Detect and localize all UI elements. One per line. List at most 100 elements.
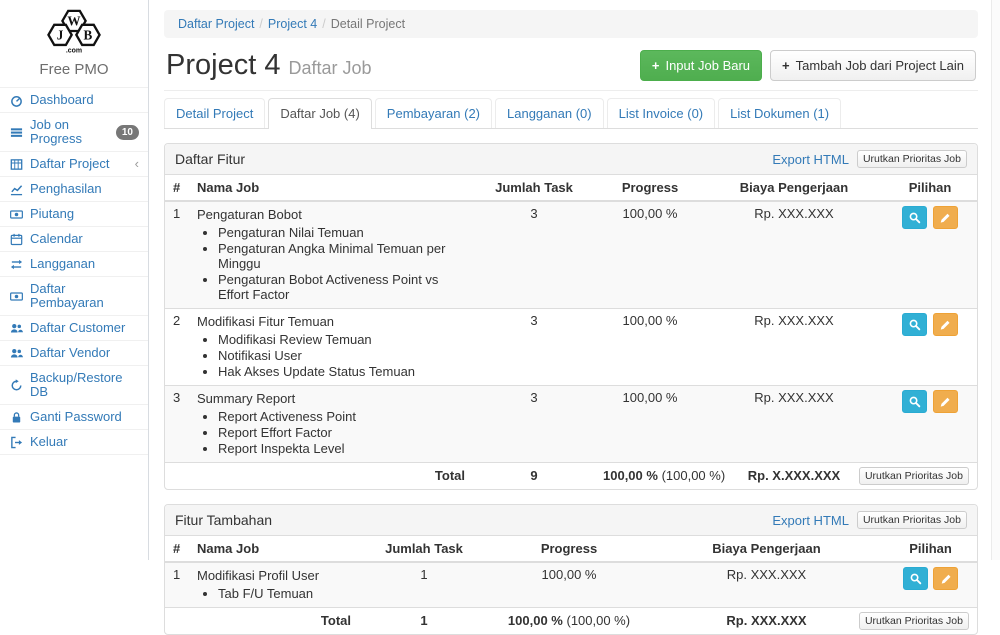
sidebar-item-job-on-progress[interactable]: Job on Progress 10 xyxy=(0,113,148,152)
export-html-link[interactable]: Export HTML xyxy=(772,151,849,167)
total-progress: 100,00 % (100,00 %) xyxy=(489,607,649,634)
sidebar-item-dashboard[interactable]: Dashboard xyxy=(0,88,148,113)
total-cost: Rp. XXX.XXX xyxy=(649,607,884,634)
progress-value: 100,00 % xyxy=(595,308,705,386)
export-html-link[interactable]: Export HTML xyxy=(772,512,849,528)
panel-title: Daftar Fitur xyxy=(175,151,246,167)
breadcrumb: Daftar Project / Project 4 / Detail Project xyxy=(164,10,978,38)
col-nama-job: Nama Job xyxy=(189,536,359,563)
pencil-icon xyxy=(941,320,950,330)
job-name: Modifikasi Fitur Temuan xyxy=(197,314,335,329)
table-header-row: # Nama Job Jumlah Task Progress Biaya Pe… xyxy=(165,536,977,563)
breadcrumb-current: Detail Project xyxy=(330,17,406,31)
cost-value: Rp. XXX.XXX xyxy=(705,200,883,309)
col-pilihan: Pilihan xyxy=(884,536,977,563)
progress-count-badge: 10 xyxy=(115,124,139,140)
total-tasks: 9 xyxy=(473,462,595,489)
panel-daftar-fitur: Daftar Fitur Export HTML Urutkan Priorit… xyxy=(164,143,978,490)
sidebar-item-piutang[interactable]: Piutang xyxy=(0,202,148,227)
job-name: Modifikasi Profil User xyxy=(197,568,320,583)
table-total-row: Total 1 100,00 % (100,00 %) Rp. XXX.XXX … xyxy=(165,607,977,634)
input-job-baru-button[interactable]: + Input Job Baru xyxy=(639,49,763,81)
progress-value: 100,00 % xyxy=(595,385,705,463)
money-icon xyxy=(9,208,24,221)
total-tasks: 1 xyxy=(359,607,489,634)
urutkan-prioritas-job-button[interactable]: Urutkan Prioritas Job xyxy=(856,511,967,529)
tab-detail-project[interactable]: Detail Project xyxy=(164,98,266,128)
daftar-fitur-table: # Nama Job Jumlah Task Progress Biaya Pe… xyxy=(165,175,977,489)
sidebar-item-daftar-customer[interactable]: Daftar Customer xyxy=(0,316,148,341)
svg-text:B: B xyxy=(84,28,93,43)
sidebar-item-keluar[interactable]: Keluar xyxy=(0,430,148,455)
search-icon xyxy=(909,396,921,408)
pencil-icon xyxy=(941,574,951,584)
sidebar-item-daftar-pembayaran[interactable]: Daftar Pembayaran xyxy=(0,277,148,316)
line-chart-icon xyxy=(9,183,24,196)
svg-text:J: J xyxy=(57,28,64,43)
progress-value: 100,00 % xyxy=(595,200,705,309)
sidebar-item-daftar-vendor[interactable]: Daftar Vendor xyxy=(0,341,148,366)
edit-job-button[interactable] xyxy=(932,206,958,229)
table-row: 1 Pengaturan Bobot Pengaturan Nilai Temu… xyxy=(165,200,977,309)
subtask-item: Pengaturan Bobot Activeness Point vs Eff… xyxy=(218,272,465,302)
sidebar-item-label: Daftar Customer xyxy=(30,320,126,335)
app-logo[interactable]: W J B .com xyxy=(0,0,148,58)
row-number: 3 xyxy=(165,385,189,463)
row-number: 1 xyxy=(165,561,189,608)
col-progress: Progress xyxy=(489,536,649,563)
sidebar-item-daftar-project[interactable]: Daftar Project ‹ xyxy=(0,152,148,177)
page-scrollbar[interactable] xyxy=(991,0,1000,560)
task-count: 3 xyxy=(473,308,595,386)
view-job-button[interactable] xyxy=(902,313,928,336)
urutkan-prioritas-job-button[interactable]: Urutkan Prioritas Job xyxy=(858,467,969,485)
sidebar-item-langganan[interactable]: Langganan xyxy=(0,252,148,277)
col-jumlah-task: Jumlah Task xyxy=(473,175,595,202)
lock-icon xyxy=(9,411,24,424)
subtask-list: Modifikasi Review Temuan Notifikasi User… xyxy=(197,332,465,379)
job-name: Summary Report xyxy=(197,391,296,406)
tab-bar: Detail Project Daftar Job (4) Pembayaran… xyxy=(164,98,978,129)
sidebar-item-backup-restore-db[interactable]: Backup/Restore DB xyxy=(0,366,148,405)
edit-job-button[interactable] xyxy=(932,313,958,336)
view-job-button[interactable] xyxy=(902,206,928,229)
chevron-left-icon: ‹ xyxy=(134,156,139,171)
tab-list-invoice[interactable]: List Invoice (0) xyxy=(606,98,716,128)
sidebar-item-label: Daftar Project xyxy=(30,156,110,171)
sidebar-item-penghasilan[interactable]: Penghasilan xyxy=(0,177,148,202)
progress-value: 100,00 % xyxy=(489,561,649,608)
task-count: 3 xyxy=(473,200,595,309)
brand-name: Free PMO xyxy=(39,61,109,78)
sidebar-item-label: Piutang xyxy=(30,206,75,221)
content-header: Project 4 Daftar Job + Input Job Baru + Ta… xyxy=(164,38,978,91)
table-row: 1 Modifikasi Profil User Tab F/U Temuan … xyxy=(165,561,977,608)
table-header-row: # Nama Job Jumlah Task Progress Biaya Pe… xyxy=(165,175,977,202)
sidebar-item-calendar[interactable]: Calendar xyxy=(0,227,148,252)
svg-text:.com: .com xyxy=(66,48,82,55)
tab-daftar-job[interactable]: Daftar Job (4) xyxy=(268,98,372,129)
tab-list-dokumen[interactable]: List Dokumen (1) xyxy=(718,98,842,128)
subtask-item: Report Inspekta Level xyxy=(218,441,465,456)
calendar-icon xyxy=(9,233,24,246)
breadcrumb-daftar-project[interactable]: Daftar Project xyxy=(178,17,255,31)
cost-value: Rp. XXX.XXX xyxy=(705,385,883,463)
table-total-row: Total 9 100,00 % (100,00 %) Rp. X.XXX.XX… xyxy=(165,462,977,489)
urutkan-prioritas-job-button[interactable]: Urutkan Prioritas Job xyxy=(856,150,967,168)
tab-pembayaran[interactable]: Pembayaran (2) xyxy=(374,98,493,128)
urutkan-prioritas-job-button[interactable]: Urutkan Prioritas Job xyxy=(858,612,969,630)
task-count: 1 xyxy=(359,561,489,608)
edit-job-button[interactable] xyxy=(932,390,958,413)
subtask-item: Modifikasi Review Temuan xyxy=(218,332,465,347)
tambah-job-dari-project-lain-button[interactable]: + Tambah Job dari Project Lain xyxy=(770,49,976,81)
breadcrumb-project-4[interactable]: Project 4 xyxy=(267,17,318,31)
tab-langganan[interactable]: Langganan (0) xyxy=(495,98,604,128)
edit-job-button[interactable] xyxy=(933,567,959,590)
plus-icon: + xyxy=(651,57,660,73)
cost-value: Rp. XXX.XXX xyxy=(649,561,884,608)
sidebar-item-label: Backup/Restore DB xyxy=(30,370,123,399)
view-job-button[interactable] xyxy=(902,567,928,590)
jwb-logo-icon: W J B .com xyxy=(47,9,101,55)
sidebar-item-ganti-password[interactable]: Ganti Password xyxy=(0,405,148,430)
plus-icon: + xyxy=(782,57,790,73)
view-job-button[interactable] xyxy=(902,390,928,413)
subtask-item: Notifikasi User xyxy=(218,348,465,363)
